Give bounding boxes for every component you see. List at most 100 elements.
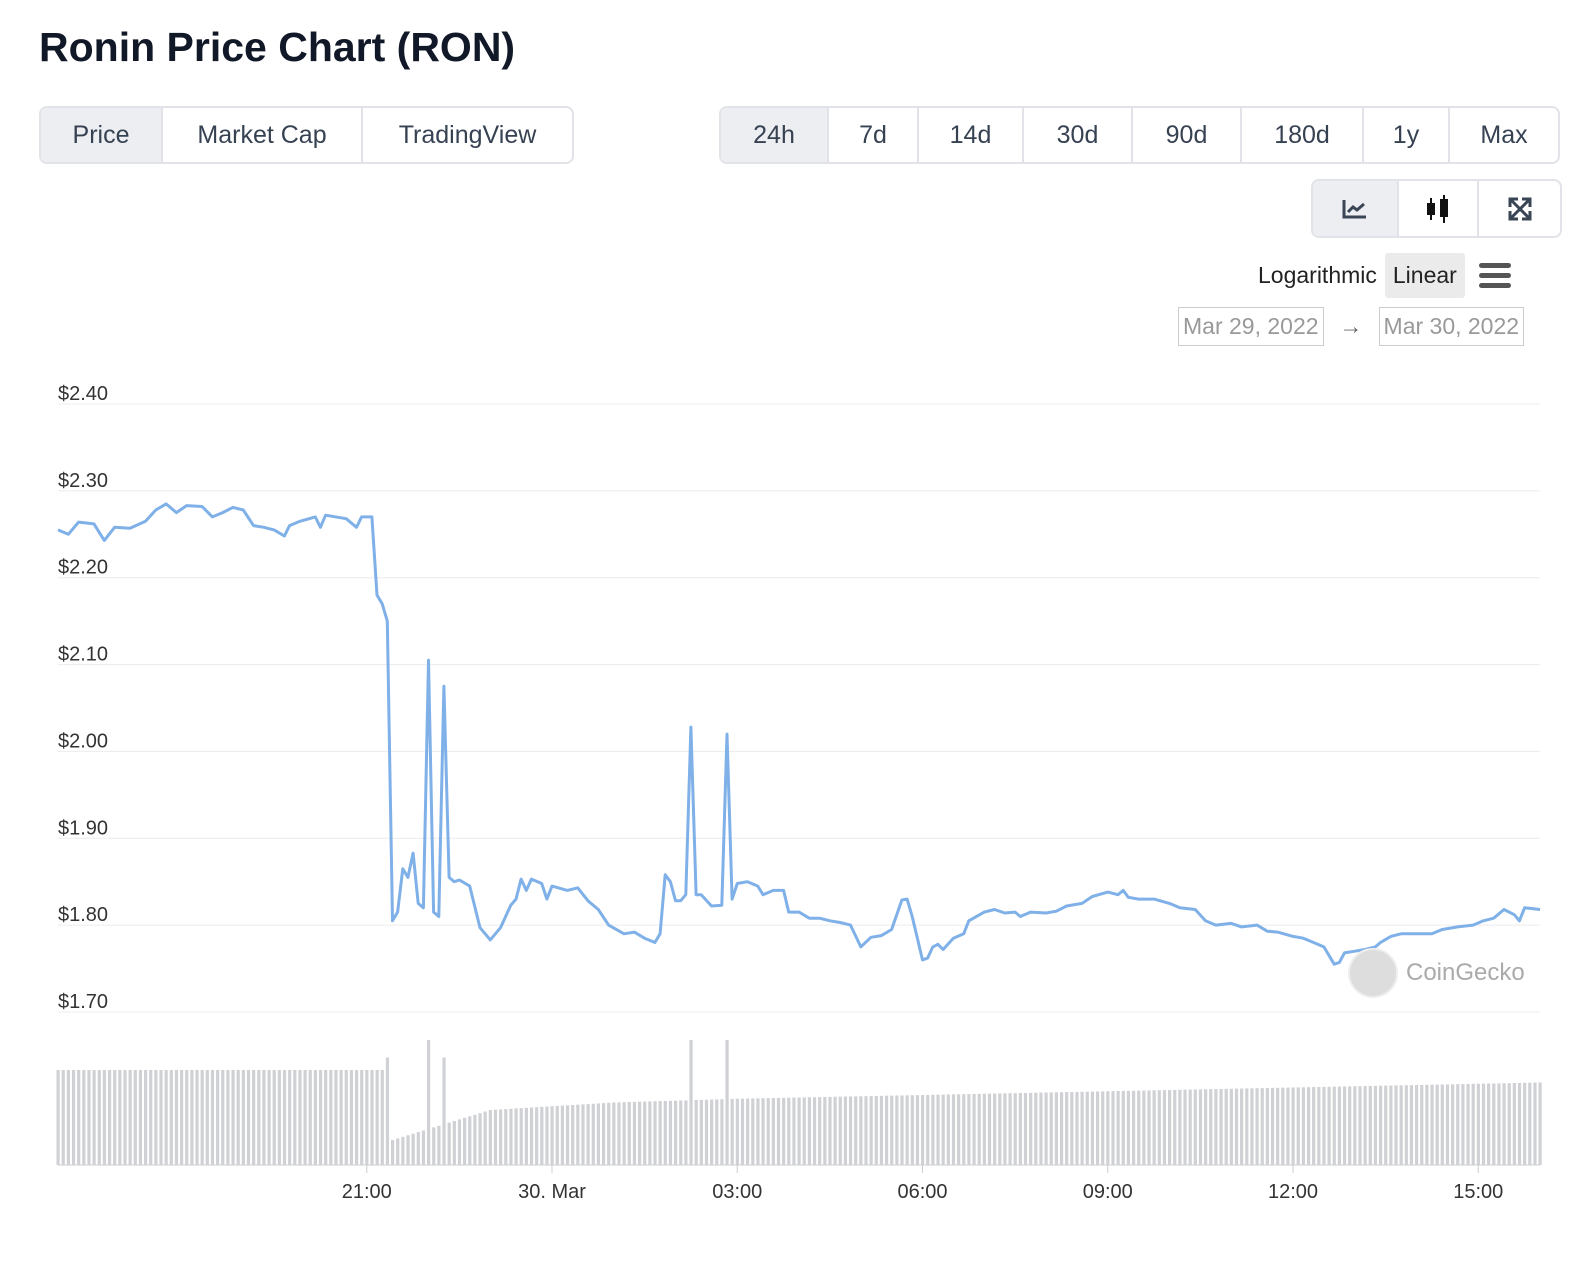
volume-bar: [704, 1099, 709, 1165]
volume-bar: [1451, 1084, 1455, 1165]
line-chart-button[interactable]: [1313, 181, 1397, 236]
volume-bar: [998, 1093, 1002, 1165]
scale-toggle: Logarithmic Linear: [1250, 253, 1511, 298]
candlestick-button[interactable]: [1397, 181, 1477, 236]
volume-bar: [710, 1099, 714, 1165]
volume-bar: [499, 1109, 503, 1165]
volume-bar: [360, 1070, 364, 1165]
volume-bar: [1456, 1084, 1460, 1165]
range-24h[interactable]: 24h: [721, 108, 827, 162]
volume-bar: [375, 1070, 379, 1165]
fullscreen-button[interactable]: [1477, 181, 1560, 236]
x-tick-label: 06:00: [897, 1181, 947, 1203]
volume-bar: [1425, 1084, 1429, 1165]
volume-bar: [324, 1070, 328, 1165]
volume-bar: [298, 1070, 302, 1165]
volume-bar: [977, 1093, 981, 1165]
volume-bar: [1188, 1089, 1192, 1165]
volume-bar: [288, 1070, 292, 1165]
volume-bar: [133, 1070, 137, 1165]
volume-bar: [1481, 1083, 1486, 1165]
volume-bar: [1229, 1088, 1233, 1165]
date-to-input[interactable]: Mar 30, 2022: [1378, 307, 1525, 346]
volume-bar: [905, 1095, 909, 1165]
volume-bar: [632, 1101, 637, 1165]
volume-bar: [396, 1138, 400, 1165]
volume-bar: [92, 1070, 96, 1165]
range-max[interactable]: Max: [1448, 108, 1558, 162]
volume-bar: [1332, 1086, 1336, 1165]
volume-bar: [725, 1040, 729, 1165]
volume-bar: [900, 1095, 904, 1165]
volume-bar: [884, 1095, 889, 1165]
scale-linear[interactable]: Linear: [1384, 253, 1465, 298]
volume-bar: [113, 1070, 117, 1165]
range-14d[interactable]: 14d: [917, 108, 1022, 162]
chart-style-buttons: [1311, 179, 1562, 238]
coingecko-watermark: CoinGecko: [1348, 948, 1525, 998]
volume-bar: [174, 1070, 179, 1165]
volume-bar: [1219, 1088, 1223, 1165]
volume-bar: [993, 1093, 997, 1165]
hamburger-menu-icon[interactable]: [1478, 263, 1511, 288]
volume-bar: [1162, 1090, 1167, 1165]
volume-bar: [349, 1070, 354, 1165]
range-1y[interactable]: 1y: [1362, 108, 1448, 162]
volume-bar: [1492, 1083, 1496, 1165]
volume-bar: [612, 1102, 616, 1165]
volume-bar: [107, 1070, 112, 1165]
volume-bar: [56, 1070, 60, 1165]
range-90d[interactable]: 90d: [1131, 108, 1240, 162]
volume-bar: [169, 1070, 173, 1165]
volume-bar: [339, 1070, 343, 1165]
y-tick-label: $2.30: [58, 470, 108, 492]
volume-bar: [1471, 1083, 1475, 1165]
volume-bar: [957, 1094, 961, 1165]
volume-bar: [684, 1100, 688, 1165]
volume-bar: [216, 1070, 220, 1165]
volume-bar: [1342, 1086, 1347, 1165]
tab-market-cap[interactable]: Market Cap: [161, 108, 361, 162]
volume-bar: [1034, 1092, 1038, 1165]
volume-bar: [468, 1116, 472, 1165]
volume-bar: [1245, 1088, 1249, 1165]
volume-bar: [699, 1099, 703, 1165]
y-tick-label: $2.20: [58, 557, 108, 579]
volume-bar: [1240, 1088, 1244, 1165]
date-from-input[interactable]: Mar 29, 2022: [1178, 307, 1324, 346]
volume-bar: [740, 1098, 745, 1165]
volume-bar: [653, 1101, 657, 1165]
tab-tradingview[interactable]: TradingView: [361, 108, 572, 162]
range-30d[interactable]: 30d: [1022, 108, 1131, 162]
volume-bar: [550, 1106, 554, 1165]
tab-price[interactable]: Price: [41, 108, 161, 162]
volume-bar: [771, 1098, 775, 1165]
volume-bar: [931, 1094, 935, 1165]
volume-bar: [1476, 1083, 1480, 1165]
y-tick-label: $1.90: [58, 817, 108, 839]
volume-bar: [746, 1098, 750, 1165]
volume-bar: [1209, 1089, 1213, 1165]
volume-bar: [493, 1109, 498, 1165]
volume-bar: [1111, 1091, 1115, 1165]
volume-bar: [1497, 1083, 1501, 1165]
volume-bar: [576, 1104, 580, 1165]
volume-bar: [1291, 1087, 1295, 1165]
volume-bar: [679, 1100, 683, 1165]
volume-bar: [1420, 1084, 1424, 1165]
volume-bar: [437, 1125, 441, 1165]
volume-bar: [596, 1103, 601, 1165]
volume-bar: [123, 1070, 127, 1165]
volume-bar: [776, 1097, 781, 1165]
range-180d[interactable]: 180d: [1240, 108, 1362, 162]
volume-bar: [77, 1070, 81, 1165]
volume-bar: [272, 1070, 276, 1165]
volume-bar: [987, 1093, 992, 1165]
scale-logarithmic[interactable]: Logarithmic: [1258, 262, 1377, 288]
volume-bar: [1384, 1085, 1388, 1165]
volume-bar: [329, 1070, 333, 1165]
range-7d[interactable]: 7d: [827, 108, 917, 162]
volume-bar: [365, 1070, 369, 1165]
volume-bar: [1234, 1088, 1239, 1165]
volume-bar: [674, 1100, 678, 1165]
